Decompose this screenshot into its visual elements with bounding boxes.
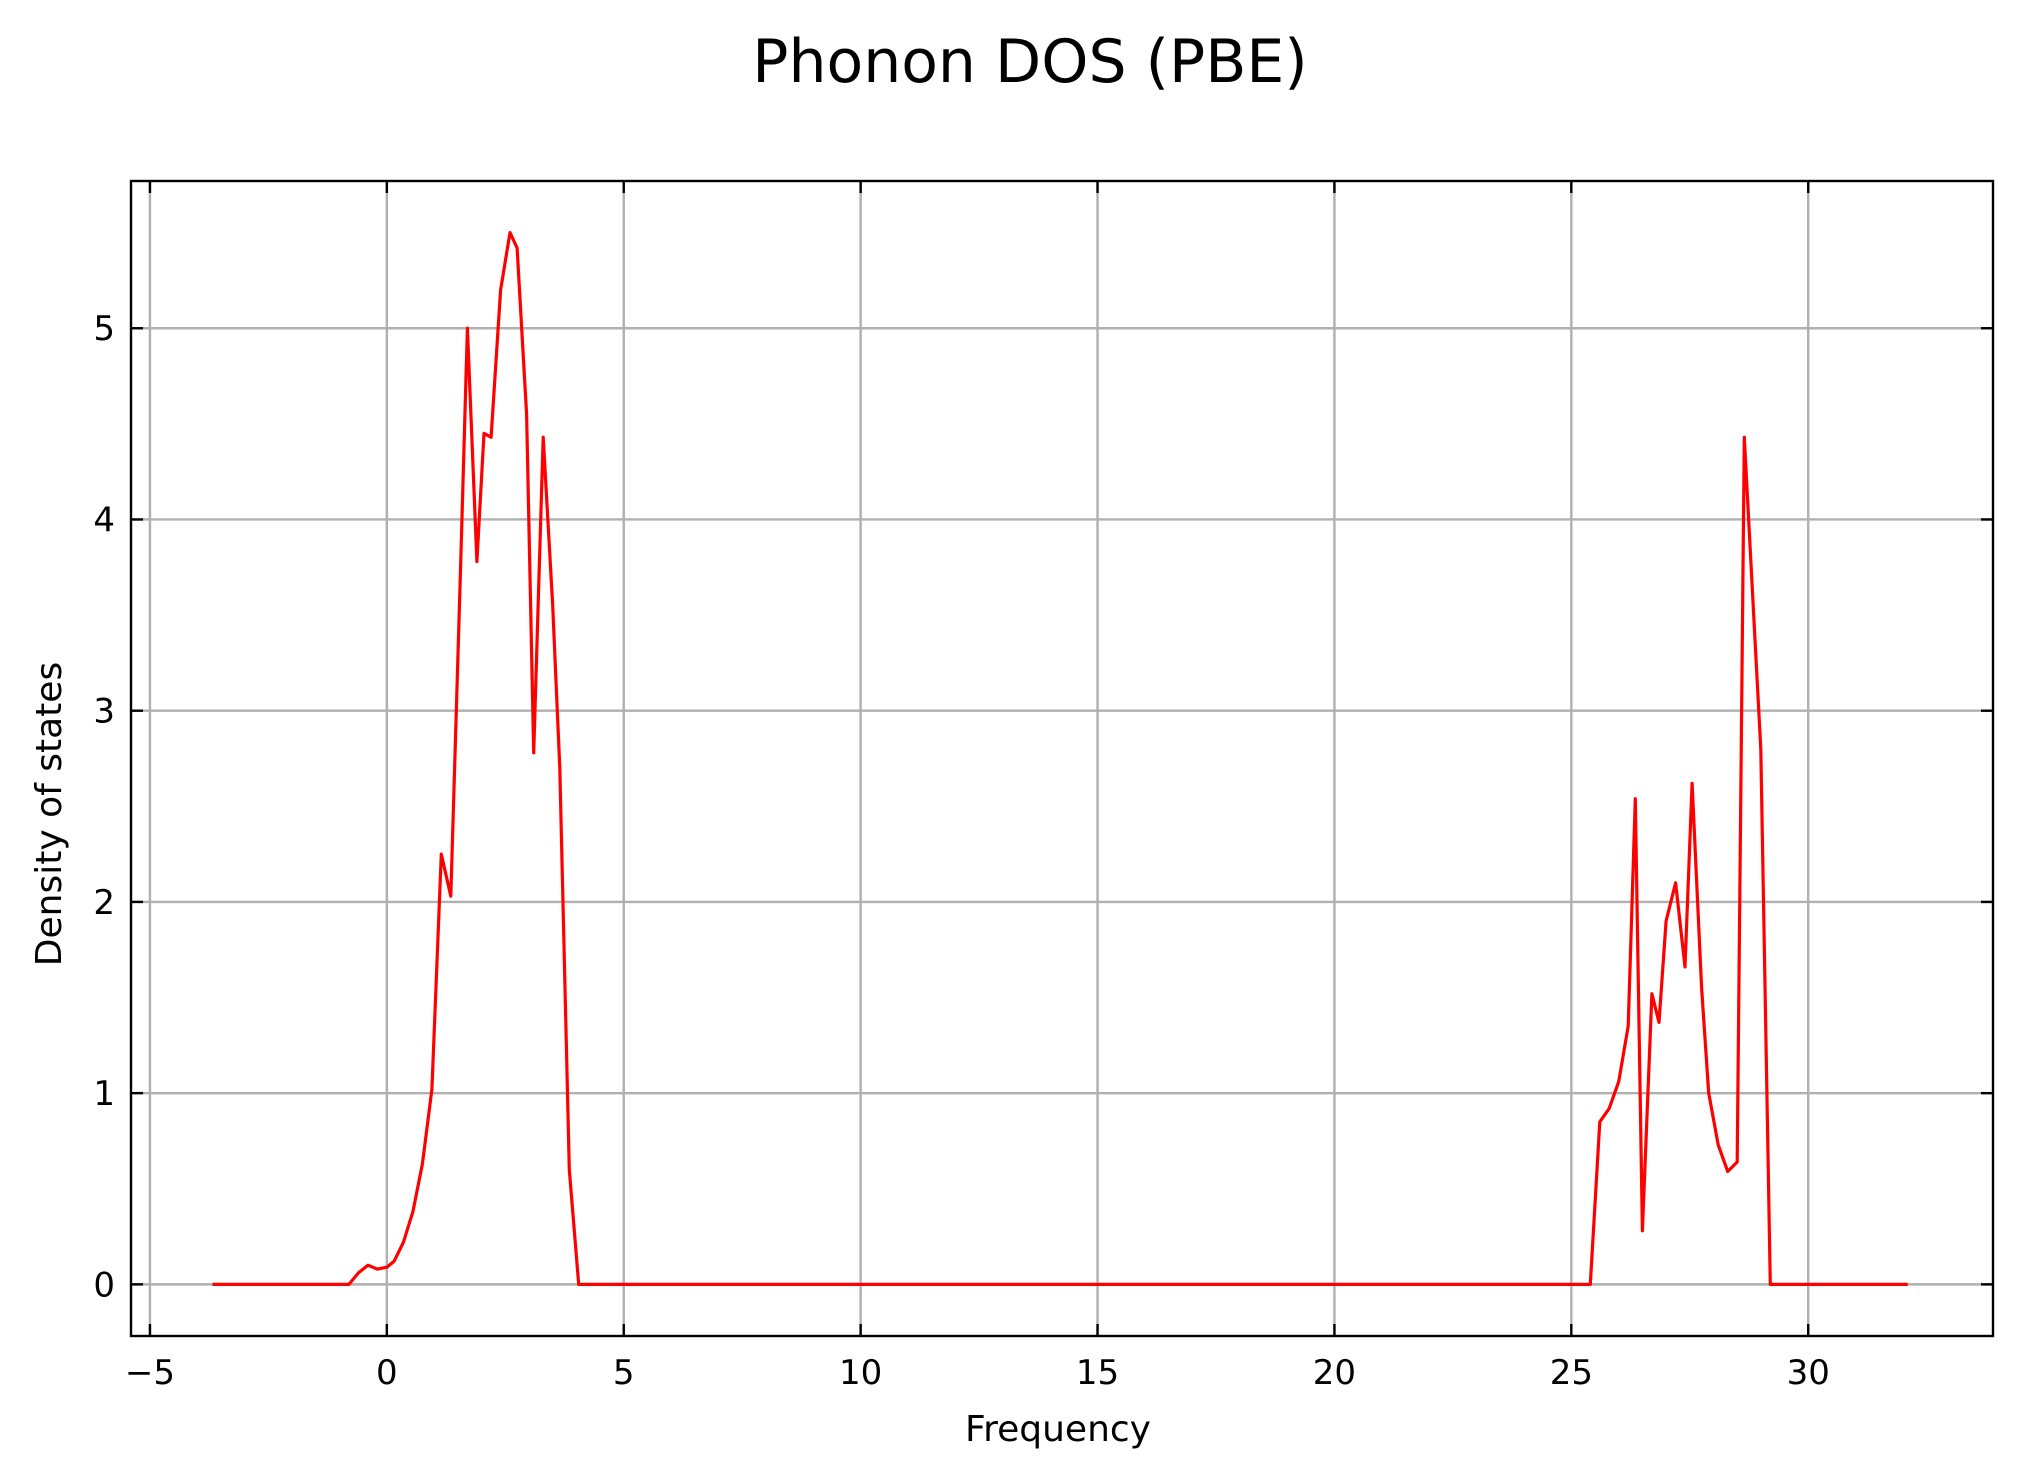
x-tick-label: 30 (1787, 1353, 1830, 1393)
y-axis-label: Density of states (29, 662, 70, 966)
x-tick-label: 10 (839, 1353, 882, 1393)
y-tick-label: 2 (93, 883, 115, 923)
x-axis-label: Frequency (965, 1409, 1151, 1450)
grid-layer (131, 181, 1993, 1336)
x-tick-label: 5 (613, 1353, 635, 1393)
x-tick-label: 15 (1076, 1353, 1119, 1393)
x-tick-label: 20 (1313, 1353, 1356, 1393)
series-layer (212, 231, 1908, 1287)
y-tick-label: 1 (93, 1074, 115, 1114)
chart-title: Phonon DOS (PBE) (752, 27, 1307, 97)
y-tick-label: 0 (93, 1265, 115, 1305)
y-tick-label: 4 (93, 500, 115, 540)
x-tick-label: −5 (125, 1353, 175, 1393)
tick-layer (131, 181, 1993, 1336)
x-tick-label: 0 (376, 1353, 398, 1393)
plot-frame (129, 179, 1995, 1338)
y-tick-label: 3 (93, 692, 115, 732)
x-tick-label: 25 (1550, 1353, 1593, 1393)
dos-series-line (212, 231, 1908, 1287)
tick-label-layer: −5 0 5 10 15 20 25 30 0 1 2 3 4 5 (93, 309, 1829, 1393)
y-tick-label: 5 (93, 309, 115, 349)
